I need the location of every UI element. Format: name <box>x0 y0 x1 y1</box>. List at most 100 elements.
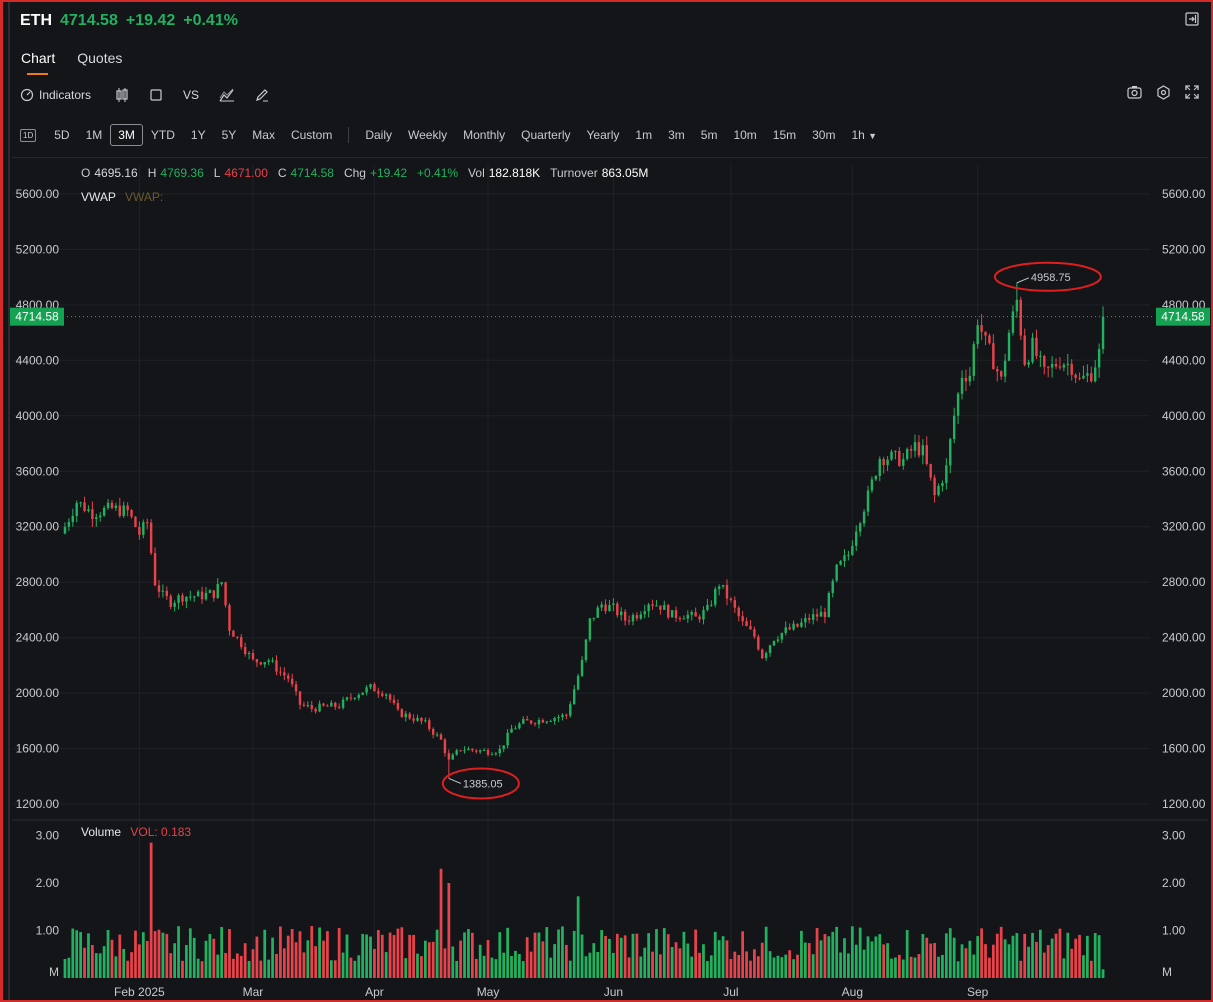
volume-bar <box>310 926 314 978</box>
candle-body <box>960 377 964 394</box>
candle-body <box>87 509 90 512</box>
volume-bar <box>1023 933 1027 978</box>
y-tick-left: 1200.00 <box>16 797 60 811</box>
volume-bar <box>897 954 901 978</box>
volume-bar <box>972 954 976 978</box>
volume-bar <box>177 926 180 978</box>
candle-body <box>553 718 556 722</box>
range-ytd[interactable]: YTD <box>150 128 175 142</box>
fullscreen-icon[interactable] <box>1185 85 1199 100</box>
candle-body <box>984 331 987 336</box>
volume-value: 182.818K <box>488 166 541 180</box>
volume-bar <box>75 930 79 978</box>
volume-bar <box>788 950 792 978</box>
candle-body <box>447 753 451 760</box>
volume-bar <box>220 927 224 978</box>
volume-bar <box>768 951 772 978</box>
candle-body <box>804 618 807 623</box>
vs-button[interactable]: VS <box>183 88 200 102</box>
volume-bar <box>423 940 427 978</box>
candle-body <box>549 721 552 723</box>
candle-body <box>518 723 521 729</box>
candle-body <box>232 630 235 637</box>
indicators-button[interactable]: Indicators <box>20 88 91 102</box>
candle-body <box>596 607 599 618</box>
gear-icon[interactable] <box>1156 85 1171 100</box>
y-tick-left: 3200.00 <box>16 520 60 534</box>
volume-bar <box>729 958 733 978</box>
volume-bar <box>604 935 607 978</box>
volume-bar <box>517 954 521 978</box>
candle-body <box>561 714 564 718</box>
range-1y[interactable]: 1Y <box>190 128 206 142</box>
candle-body <box>349 697 353 699</box>
volume-bar <box>224 952 227 978</box>
interval-yearly[interactable]: Yearly <box>586 128 620 142</box>
collapse-panel-icon[interactable] <box>1185 12 1199 26</box>
volume-bar <box>157 929 161 978</box>
candlestick-series <box>63 282 1105 779</box>
camera-icon[interactable] <box>1127 85 1142 100</box>
interval-daily[interactable]: Daily <box>365 128 392 142</box>
tab-chart[interactable]: Chart <box>21 50 56 66</box>
interval-monthly[interactable]: Monthly <box>463 128 506 142</box>
volume-bar <box>608 938 611 978</box>
range-5d[interactable]: 5D <box>54 128 70 142</box>
candle-body <box>604 604 607 612</box>
interval-weekly[interactable]: Weekly <box>407 128 448 142</box>
range-max[interactable]: Max <box>252 128 275 142</box>
candle-body <box>1066 363 1070 365</box>
candle-body <box>494 753 498 755</box>
volume-legend[interactable]: Volume VOL: 0.183 <box>81 825 191 839</box>
interval-3m[interactable]: 3m <box>668 128 685 142</box>
candle-body <box>290 678 294 685</box>
y-tick-left: 2400.00 <box>16 631 60 645</box>
interval-1h[interactable]: 1h ▼ <box>843 124 885 146</box>
candle-body <box>412 718 415 721</box>
interval-30m[interactable]: 30m <box>812 128 836 142</box>
volume-bar <box>831 931 835 978</box>
current-price-tag-right <box>1156 307 1210 326</box>
candle-body <box>157 585 161 592</box>
candle-body <box>710 604 713 606</box>
candle-body <box>811 614 815 620</box>
candle-body <box>475 750 478 752</box>
candle-body <box>847 554 850 556</box>
candle-body <box>851 545 854 555</box>
candle-body <box>196 591 200 597</box>
candle-body <box>831 580 834 593</box>
volume-bar <box>572 930 576 978</box>
volume-bar <box>235 953 239 978</box>
candle-body <box>988 335 991 344</box>
pencil-icon[interactable] <box>255 88 269 102</box>
turnover-label: Turnover <box>550 166 598 180</box>
line-draw-icon[interactable] <box>219 88 235 102</box>
interval-5m[interactable]: 5m <box>700 128 718 142</box>
range-1m[interactable]: 1M <box>85 128 103 142</box>
range-custom[interactable]: Custom <box>290 128 333 142</box>
interval-quarterly[interactable]: Quarterly <box>521 128 571 142</box>
high-circle <box>993 261 1102 292</box>
volume-bar <box>662 928 666 978</box>
square-icon[interactable] <box>149 88 163 102</box>
day-range-icon[interactable]: 1D <box>20 128 37 142</box>
vwap-legend[interactable]: VWAP VWAP: <box>81 190 163 204</box>
range-3m[interactable]: 3M <box>110 124 143 146</box>
candle-body <box>91 509 94 520</box>
volume-bar <box>1003 939 1007 978</box>
x-tick: Mar <box>243 985 264 999</box>
candle-body <box>913 442 917 451</box>
interval-1m[interactable]: 1m <box>635 128 653 142</box>
interval-15m[interactable]: 15m <box>772 128 797 142</box>
candle-body <box>980 325 983 332</box>
range-5y[interactable]: 5Y <box>221 128 237 142</box>
candle-body <box>377 691 380 694</box>
candle-body <box>643 611 646 615</box>
tab-quotes[interactable]: Quotes <box>77 50 123 66</box>
volume-bar <box>161 932 165 978</box>
interval-10m[interactable]: 10m <box>733 128 757 142</box>
volume-bar <box>991 944 995 978</box>
candlestick-icon[interactable] <box>115 87 129 103</box>
volume-bar <box>279 926 282 978</box>
